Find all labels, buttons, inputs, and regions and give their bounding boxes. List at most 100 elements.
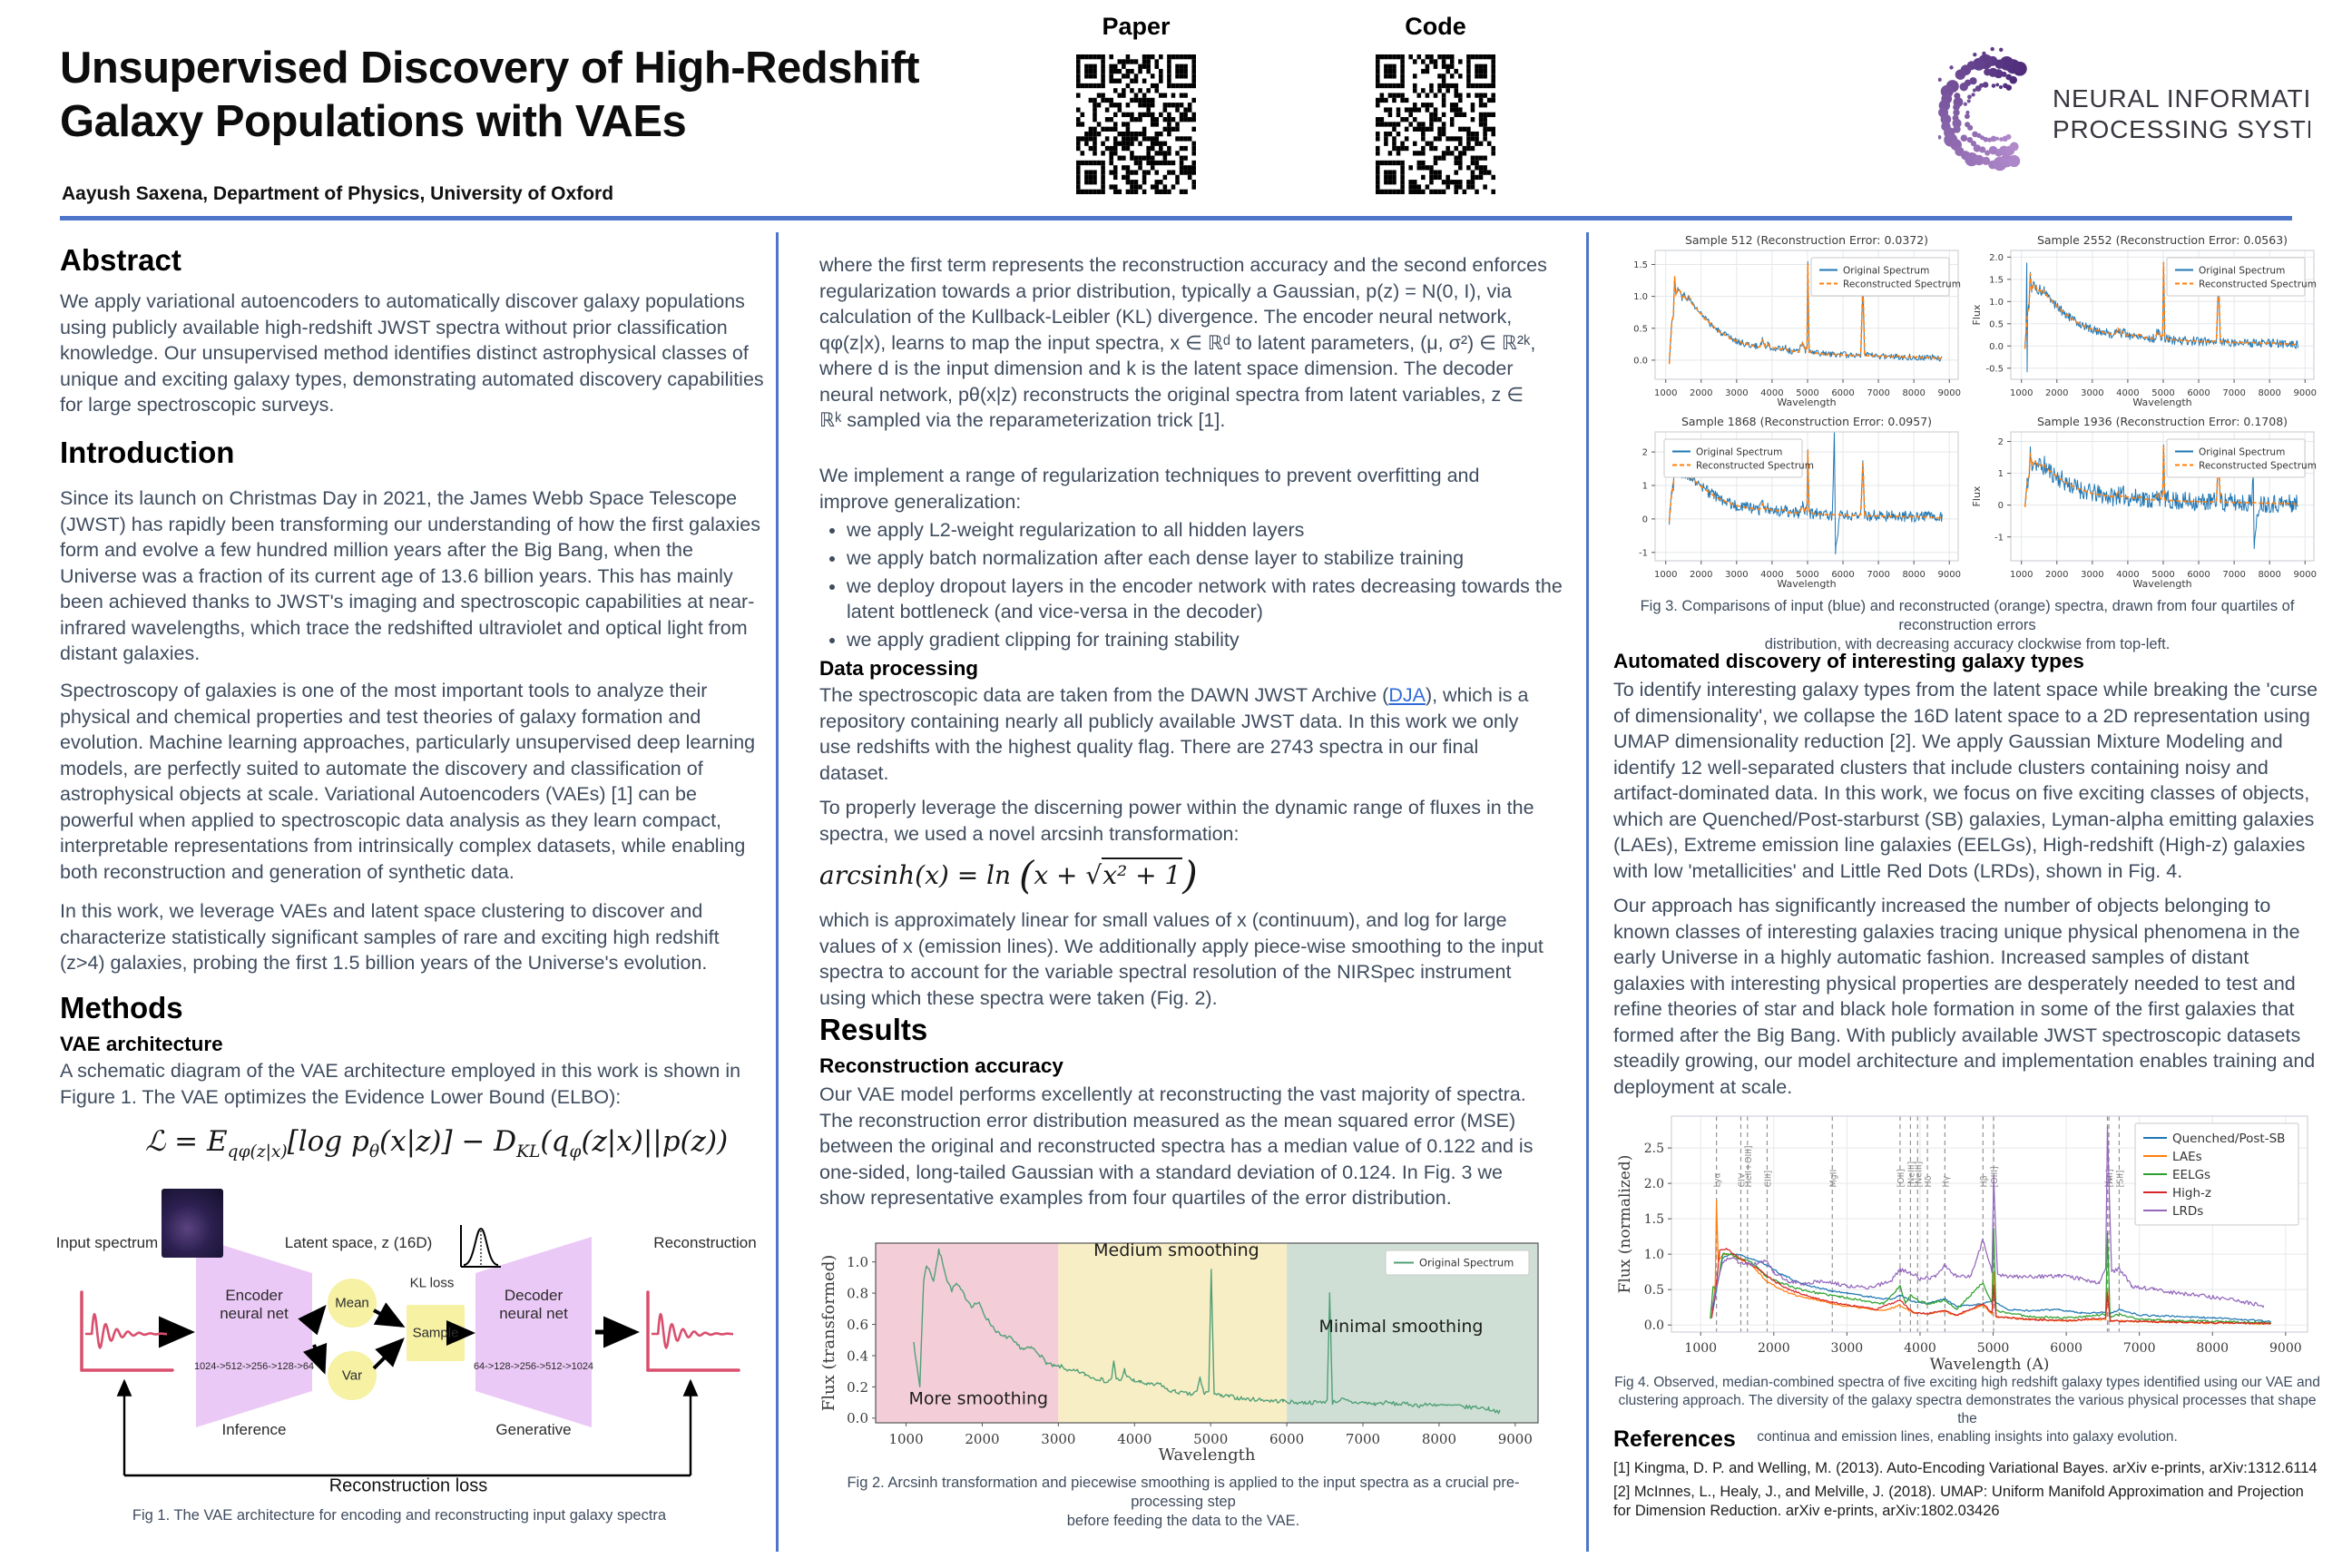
dja-link[interactable]: DJA — [1388, 684, 1426, 706]
automated-discovery-paragraph-2: Our approach has significantly increased… — [1613, 895, 2316, 1098]
fig3-caption: Fig 3. Comparisons of input (blue) and r… — [1640, 598, 2295, 652]
fig1-latent-label: Latent space, z (16D) — [284, 1234, 433, 1251]
author-line: Aayush Saxena, Department of Physics, Un… — [62, 183, 614, 204]
svg-text:6000: 6000 — [1831, 388, 1854, 398]
svg-text:9000: 9000 — [2294, 570, 2317, 580]
svg-text:9000: 9000 — [1938, 388, 1961, 398]
fig1-loss-label: Reconstruction loss — [328, 1475, 488, 1496]
fig2-smoothing-chart: 1000 2000 3000 4000 5000 6000 7000 8000 9000 0.0 0… — [819, 1236, 1545, 1469]
svg-text:4000: 4000 — [1117, 1431, 1152, 1447]
fig3-panel-2: 1000 2000 3000 4000 5000 6000 7000 8000 9000 -0.5… — [1969, 232, 2321, 415]
svg-text:3000: 3000 — [1041, 1431, 1075, 1447]
regularization-paragraph: We implement a range of regularization t… — [819, 465, 1480, 513]
svg-text:[OII]: [OII] — [1896, 1169, 1906, 1188]
svg-text:0.8: 0.8 — [847, 1285, 868, 1301]
references-heading: References — [1613, 1426, 1736, 1452]
svg-text:LAEs: LAEs — [2172, 1150, 2202, 1164]
arcsinh-equation: arcsinh(x) = ln (x + √x² + 1) — [819, 853, 1198, 897]
svg-text:8000: 8000 — [1422, 1431, 1456, 1447]
dp-text-before: The spectroscopic data are taken from th… — [819, 684, 1389, 706]
svg-text:3000: 3000 — [2081, 570, 2103, 580]
svg-text:6000: 6000 — [2187, 570, 2210, 580]
svg-text:7000: 7000 — [1346, 1431, 1380, 1447]
svg-text:Wavelength: Wavelength — [1159, 1446, 1256, 1465]
methods-heading: Methods — [60, 991, 183, 1024]
svg-text:Minimal smoothing: Minimal smoothing — [1318, 1317, 1483, 1337]
svg-text:EELGs: EELGs — [2172, 1168, 2210, 1182]
svg-text:1.0: 1.0 — [847, 1254, 868, 1270]
svg-text:1000: 1000 — [2010, 570, 2033, 580]
svg-text:Reconstructed Spectrum: Reconstructed Spectrum — [1843, 279, 1961, 289]
page-title: Unsupervised Discovery of High-Redshift … — [60, 44, 920, 146]
fig3-reconstruction-panels: 1000 2000 3000 4000 5000 6000 7000 8000 9000 0.0 0… — [1613, 232, 2321, 593]
svg-text:2: 2 — [1642, 448, 1648, 458]
svg-text:9000: 9000 — [1938, 570, 1961, 580]
svg-text:6000: 6000 — [2187, 388, 2210, 398]
svg-text:Medium smoothing: Medium smoothing — [1093, 1240, 1259, 1260]
svg-text:0: 0 — [1642, 514, 1648, 524]
svg-text:CIV: CIV — [1737, 1172, 1747, 1187]
svg-text:9000: 9000 — [2269, 1341, 2302, 1356]
data-processing-subheading: Data processing — [819, 657, 979, 680]
svg-text:LRDs: LRDs — [2172, 1204, 2203, 1219]
svg-text:0.6: 0.6 — [847, 1317, 868, 1333]
data-processing-paragraph-3: which is approximately linear for small … — [819, 909, 1544, 1009]
fig1-caption: Fig 1. The VAE architecture for encoding… — [132, 1507, 667, 1524]
fig1-mean-node-label: Mean — [335, 1295, 369, 1311]
svg-text:Flux (normalized): Flux (normalized) — [1616, 1155, 1634, 1294]
svg-text:[NII]: [NII] — [2105, 1169, 2115, 1187]
svg-text:2000: 2000 — [1690, 388, 1712, 398]
data-processing-paragraph-1: The spectroscopic data are taken from th… — [819, 682, 1547, 786]
svg-text:Reconstructed Spectrum: Reconstructed Spectrum — [2199, 460, 2317, 471]
svg-text:5000: 5000 — [1796, 570, 1818, 580]
svg-text:0.0: 0.0 — [1644, 1318, 1664, 1333]
paper-qr-label: Paper — [1102, 13, 1171, 40]
svg-text:8000: 8000 — [1902, 388, 1925, 398]
dp-text-after: ), which is a repository containing near… — [819, 684, 1529, 784]
svg-text:Reconstructed Spectrum: Reconstructed Spectrum — [2199, 279, 2317, 289]
svg-text:7000: 7000 — [2222, 570, 2245, 580]
svg-text:-0.5: -0.5 — [1985, 364, 2004, 374]
svg-text:4000: 4000 — [1760, 388, 1783, 398]
svg-text:7000: 7000 — [1867, 388, 1889, 398]
svg-text:Original Spectrum: Original Spectrum — [1843, 265, 1929, 276]
svg-text:Wavelength: Wavelength — [2132, 578, 2191, 590]
fig1-sample-node-label: Sample — [412, 1325, 459, 1341]
introduction-heading: Introduction — [60, 436, 235, 469]
svg-text:1000: 1000 — [1654, 388, 1677, 398]
column-divider-right — [1586, 232, 1589, 1552]
vae-architecture-subheading: VAE architecture — [60, 1033, 223, 1055]
svg-text:9000: 9000 — [1498, 1431, 1533, 1447]
svg-text:0.0: 0.0 — [847, 1410, 868, 1426]
svg-text:Wavelength: Wavelength — [1777, 397, 1836, 408]
svg-text:6000: 6000 — [1831, 570, 1854, 580]
reference-1: [1] Kingma, D. P. and Welling, M. (2013)… — [1613, 1460, 2318, 1476]
svg-text:2000: 2000 — [1758, 1341, 1790, 1356]
svg-text:7000: 7000 — [2222, 388, 2245, 398]
svg-text:1.0: 1.0 — [1633, 292, 1648, 302]
svg-text:1.0: 1.0 — [1989, 298, 2004, 308]
svg-text:0.2: 0.2 — [847, 1379, 868, 1396]
svg-text:Sample 1868 (Reconstruction Er: Sample 1868 (Reconstruction Error: 0.095… — [1681, 415, 1932, 428]
svg-text:[SII]: [SII] — [2115, 1170, 2125, 1187]
automated-discovery-paragraph-1: To identify interesting galaxy types fro… — [1613, 679, 2318, 882]
svg-text:Original Spectrum: Original Spectrum — [1696, 446, 1782, 457]
svg-text:HeII+OIII]: HeII+OIII] — [1744, 1145, 1754, 1187]
svg-text:5000: 5000 — [2151, 388, 2174, 398]
svg-text:1000: 1000 — [888, 1431, 923, 1447]
svg-text:0.0: 0.0 — [1633, 357, 1648, 367]
svg-text:0.5: 0.5 — [1633, 324, 1648, 334]
fig3-panel-1: 1000 2000 3000 4000 5000 6000 7000 8000 9000 0.0 0… — [1613, 232, 1965, 415]
fig1-inference-label: Inference — [221, 1421, 287, 1438]
svg-text:1.5: 1.5 — [1644, 1212, 1664, 1227]
svg-text:7000: 7000 — [2123, 1341, 2156, 1356]
jwst-image — [162, 1189, 223, 1258]
fig1-generative-label: Generative — [495, 1421, 572, 1438]
paper-qr-code — [1076, 54, 1196, 199]
svg-text:4000: 4000 — [1760, 570, 1783, 580]
abstract-heading: Abstract — [60, 243, 181, 277]
svg-text:NEURAL INFORMATION: NEURAL INFORMATION — [2053, 84, 2310, 113]
svg-text:4000: 4000 — [2116, 570, 2139, 580]
fig1-input-label: Input spectrum — [55, 1234, 159, 1251]
svg-text:3000: 3000 — [1725, 570, 1748, 580]
